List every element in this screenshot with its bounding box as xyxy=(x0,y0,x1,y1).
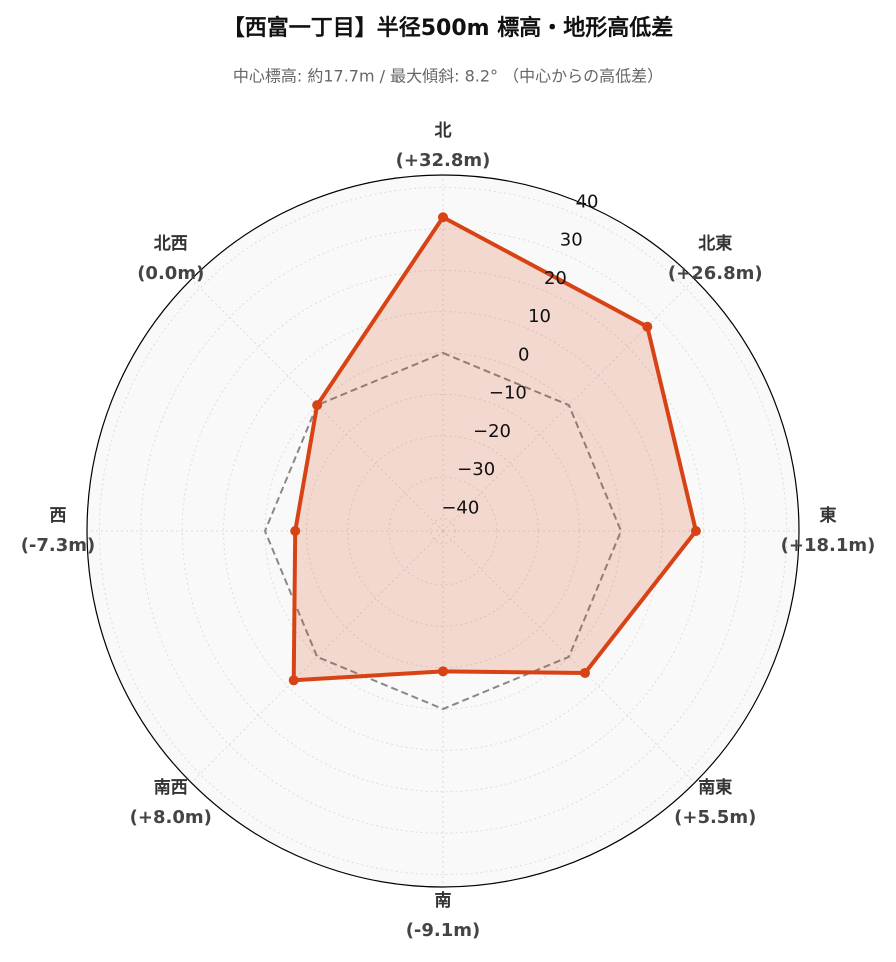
grid-spoke xyxy=(442,278,696,532)
grid-ring xyxy=(98,186,788,876)
r-tick-label: −30 xyxy=(457,459,495,480)
grid-spoke xyxy=(190,530,444,784)
category-label: 東 xyxy=(820,505,837,526)
category-label: 北東 xyxy=(698,233,732,254)
data-point xyxy=(288,675,299,686)
grid-ring xyxy=(388,476,498,586)
value-label: (-7.3m) xyxy=(21,535,96,556)
r-tick-label: 0 xyxy=(518,344,529,365)
value-label: (+8.0m) xyxy=(130,807,212,828)
r-tick-label: 10 xyxy=(528,306,551,327)
data-point xyxy=(438,212,448,223)
value-label: (+5.5m) xyxy=(674,807,756,828)
value-label: (+26.8m) xyxy=(668,263,763,284)
category-label: 南西 xyxy=(154,777,188,798)
r-tick-label: 30 xyxy=(560,230,583,251)
chart-title: 【西富一丁目】半径500m 標高・地形高低差 xyxy=(223,15,674,41)
r-tick-label: −40 xyxy=(441,497,479,518)
value-label: (0.0m) xyxy=(137,263,204,284)
polar-frame xyxy=(86,174,800,888)
value-label: (+32.8m) xyxy=(396,150,491,171)
value-label: (+18.1m) xyxy=(781,535,876,556)
data-point xyxy=(690,526,701,536)
grid-spoke xyxy=(442,530,696,784)
grid-ring xyxy=(430,518,456,544)
value-label: (-9.1m) xyxy=(406,920,481,941)
grid-ring xyxy=(223,311,663,751)
grid-ring xyxy=(264,352,622,710)
chart-subtitle: 中心標高: 約17.7m / 最大傾斜: 8.2° （中心からの高低差） xyxy=(233,67,663,86)
baseline xyxy=(263,351,623,711)
r-tick-label: 20 xyxy=(544,268,567,289)
r-tick-label: 40 xyxy=(576,191,599,212)
data-point xyxy=(438,666,448,677)
category-label: 南 xyxy=(435,890,452,911)
category-label: 西 xyxy=(50,506,67,526)
grid-spoke xyxy=(190,278,444,532)
data-point xyxy=(312,400,323,411)
r-tick-label: −10 xyxy=(489,383,527,404)
category-label: 北西 xyxy=(154,234,188,254)
data-point xyxy=(642,321,653,332)
data-point xyxy=(579,667,590,678)
data-point xyxy=(290,526,301,536)
category-label: 北 xyxy=(435,121,452,141)
r-tick-label: −20 xyxy=(473,421,511,442)
grid-ring xyxy=(140,228,746,834)
category-label: 南東 xyxy=(698,777,732,798)
